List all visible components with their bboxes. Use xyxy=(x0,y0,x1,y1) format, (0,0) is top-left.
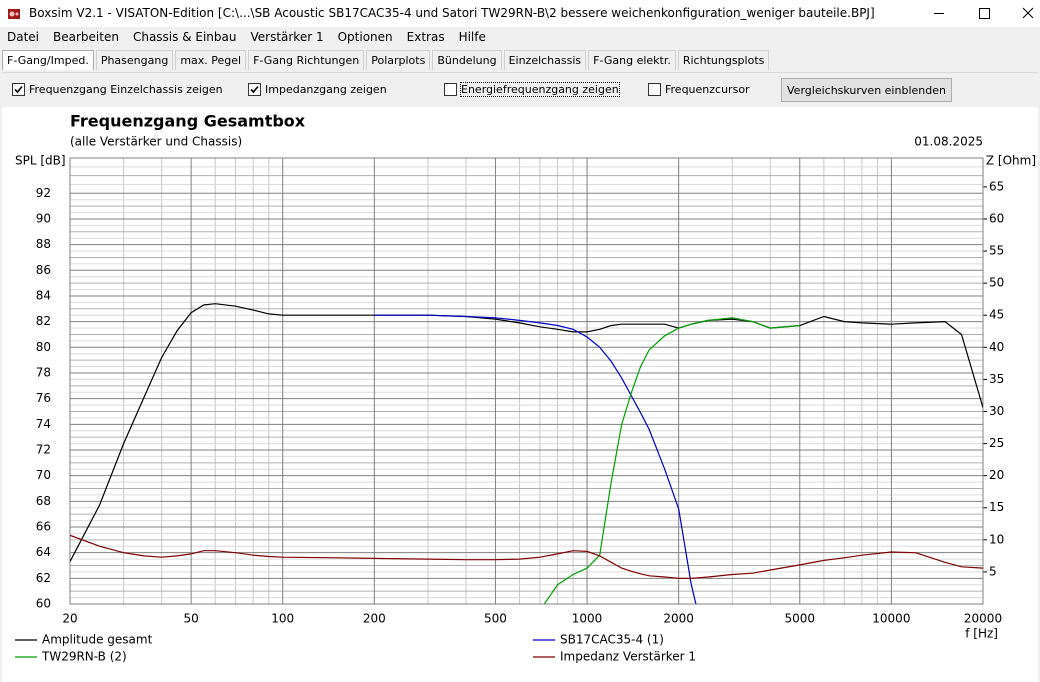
x-tick-label: 10000 xyxy=(872,612,910,626)
menu-item[interactable]: Bearbeiten xyxy=(53,30,119,44)
x-tick-label: 100 xyxy=(271,612,294,626)
maximize-button[interactable] xyxy=(979,8,990,19)
checkbox-label[interactable]: Impedanzgang zeigen xyxy=(265,83,387,96)
toolbar: Vergleichskurven einblenden Frequenzgang… xyxy=(2,72,1038,107)
x-tick-label: 20 xyxy=(62,612,77,626)
chart-subtitle: (alle Verstärker und Chassis) xyxy=(70,135,242,149)
menu-bar: Datei Bearbeiten Chassis & Einbau Verstärke… xyxy=(0,28,493,48)
legend-label: Impedanz Verstärker 1 xyxy=(560,650,696,664)
checkbox[interactable] xyxy=(444,83,457,96)
y-tick-label: 72 xyxy=(36,442,51,456)
y2-tick-label: 65 xyxy=(989,179,1004,193)
checkbox-option[interactable]: Impedanzgang zeigen xyxy=(248,83,387,96)
chart-title: Frequenzgang Gesamtbox xyxy=(70,112,306,131)
compare-button[interactable]: Vergleichskurven einblenden xyxy=(781,78,952,102)
y2-tick-label: 60 xyxy=(989,211,1004,225)
tab-bar: F-Gang/Imped. Phasengang max. Pegel F-Gang … xyxy=(2,50,771,70)
y-tick-label: 64 xyxy=(36,545,51,559)
tab[interactable]: Phasengang xyxy=(95,50,174,70)
series-line xyxy=(543,317,800,604)
checkbox-label[interactable]: Frequenzcursor xyxy=(665,83,750,96)
y2-tick-label: 15 xyxy=(989,500,1004,514)
y-tick-label: 68 xyxy=(36,494,51,508)
y2-tick-label: 40 xyxy=(989,340,1004,354)
tab[interactable]: Einzelchassis xyxy=(503,50,587,70)
x-tick-label: 20000 xyxy=(964,612,1002,626)
y-tick-label: 70 xyxy=(36,468,51,482)
y-tick-label: 66 xyxy=(36,519,51,533)
y-tick-label: 78 xyxy=(36,365,51,379)
y2-tick-label: 35 xyxy=(989,372,1004,386)
tab[interactable]: F-Gang Richtungen xyxy=(248,50,365,70)
menu-item[interactable]: Extras xyxy=(406,30,445,44)
legend-label: TW29RN-B (2) xyxy=(41,650,127,664)
checkbox[interactable] xyxy=(12,83,25,96)
series-line xyxy=(70,534,983,579)
menu-item[interactable]: Optionen xyxy=(337,30,393,44)
check-mark xyxy=(14,85,23,94)
app-icon xyxy=(8,9,20,19)
y-tick-label: 88 xyxy=(36,237,51,251)
y-tick-label: 82 xyxy=(36,314,51,328)
y2-tick-label: 10 xyxy=(989,532,1004,546)
plot-frame xyxy=(69,157,984,605)
checkbox-label[interactable]: Frequenzgang Einzelchassis zeigen xyxy=(29,83,223,96)
y2-tick-label: 55 xyxy=(989,244,1004,258)
checkbox-label[interactable]: Energiefrequenzgang zeigen xyxy=(460,82,620,97)
window-controls xyxy=(934,7,1034,19)
checkbox[interactable] xyxy=(648,83,661,96)
menu-item[interactable]: Datei xyxy=(7,30,40,44)
y2-tick-label: 50 xyxy=(989,276,1004,290)
check-mark-path xyxy=(250,85,259,94)
tab[interactable]: F-Gang/Imped. xyxy=(2,50,94,70)
series-line xyxy=(374,314,697,604)
checkbox-option[interactable]: Frequenzcursor xyxy=(648,83,750,96)
check-mark-path xyxy=(14,85,23,94)
y2-tick-label: 25 xyxy=(989,436,1004,450)
tab[interactable]: Polarplots xyxy=(366,50,431,70)
y2-tick-label: 20 xyxy=(989,468,1004,482)
y-tick-label: 74 xyxy=(36,417,51,431)
x-tick-label: 500 xyxy=(484,612,507,626)
legend-label: SB17CAC35-4 (1) xyxy=(560,633,664,647)
y2-tick-label: 5 xyxy=(989,564,997,578)
tab[interactable]: max. Pegel xyxy=(175,50,247,70)
checkbox-option[interactable]: Energiefrequenzgang zeigen xyxy=(444,82,620,97)
chart-date: 01.08.2025 xyxy=(914,135,983,149)
series-line xyxy=(70,303,983,562)
checkbox-option[interactable]: Frequenzgang Einzelchassis zeigen xyxy=(12,83,223,96)
check-mark xyxy=(250,85,259,94)
tab[interactable]: Bündelung xyxy=(432,50,502,70)
checkbox[interactable] xyxy=(248,83,261,96)
x-tick-label: 2000 xyxy=(663,612,694,626)
menu-item[interactable]: Verstärker 1 xyxy=(250,30,324,44)
menu-item[interactable]: Chassis & Einbau xyxy=(132,30,237,44)
close-button[interactable] xyxy=(1022,7,1034,19)
y-tick-label: 80 xyxy=(36,340,51,354)
y-tick-label: 90 xyxy=(36,211,51,225)
y-tick-label: 60 xyxy=(36,597,51,611)
x-tick-label: 5000 xyxy=(784,612,815,626)
y-tick-label: 92 xyxy=(36,186,51,200)
y-axis-label: SPL [dB] xyxy=(15,154,66,168)
x-tick-label: 1000 xyxy=(572,612,603,626)
y-tick-label: 84 xyxy=(36,288,51,302)
y2-tick-label: 30 xyxy=(989,404,1004,418)
legend-label: Amplitude gesamt xyxy=(42,633,153,647)
menu-item[interactable]: Hilfe xyxy=(458,30,486,44)
y2-tick-label: 45 xyxy=(989,308,1004,322)
y-tick-label: 76 xyxy=(36,391,51,405)
title-bar: Boxsim V2.1 - VISATON-Edition [C:\...\SB… xyxy=(0,0,1040,27)
tab[interactable]: F-Gang elektr. xyxy=(588,50,676,70)
x-tick-label: 50 xyxy=(183,612,198,626)
tab[interactable]: Richtungsplots xyxy=(677,50,770,70)
y-tick-label: 86 xyxy=(36,263,51,277)
window-title: Boxsim V2.1 - VISATON-Edition [C:\...\SB… xyxy=(29,6,875,20)
x-tick-label: 200 xyxy=(363,612,386,626)
y-tick-label: 62 xyxy=(36,571,51,585)
y2-axis-label: Z [Ohm] xyxy=(986,154,1036,168)
x-axis-label: f [Hz] xyxy=(965,627,998,641)
